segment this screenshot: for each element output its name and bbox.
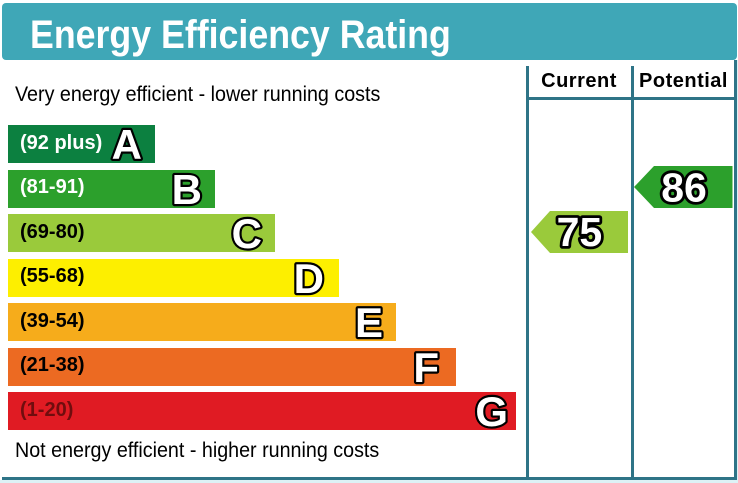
svg-text:C: C: [232, 210, 262, 257]
svg-text:F: F: [413, 344, 439, 391]
svg-text:A: A: [112, 121, 142, 168]
svg-text:G: G: [475, 388, 508, 435]
svg-text:D: D: [294, 255, 324, 302]
svg-text:75: 75: [557, 211, 603, 253]
svg-text:E: E: [355, 299, 383, 346]
svg-text:B: B: [172, 166, 202, 213]
svg-text:86: 86: [661, 166, 707, 208]
